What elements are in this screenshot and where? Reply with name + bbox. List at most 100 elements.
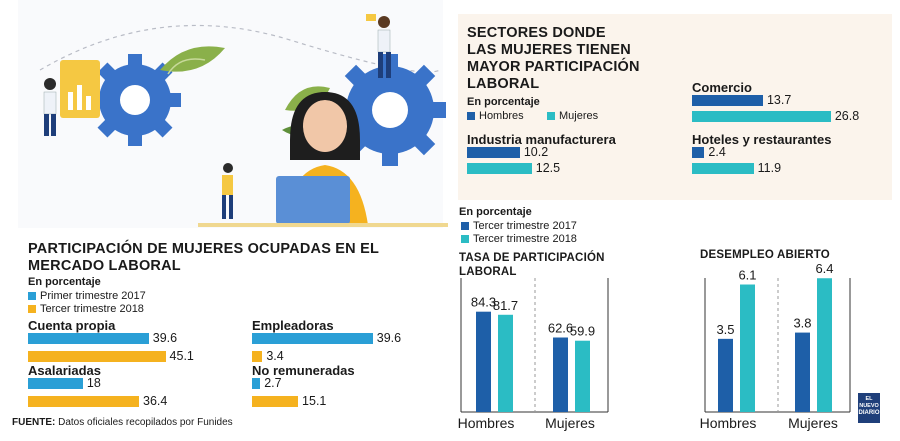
- participation-legend-2017: Primer trimestre 2017: [28, 290, 146, 302]
- unemployment-title: DESEMPLEO ABIERTO: [700, 249, 830, 261]
- bar: [740, 284, 755, 412]
- logo-line: EL NUEVO: [859, 396, 879, 409]
- title-line: MAYOR PARTICIPACIÓN: [467, 59, 640, 75]
- legend-swatch: [547, 112, 555, 120]
- title-line: LABORAL: [459, 266, 517, 278]
- participation-legend-2018: Tercer trimestre 2018: [28, 303, 144, 315]
- value-label: 45.1: [169, 349, 194, 363]
- value-label: 39.6: [376, 331, 402, 345]
- logo-line: DIARIO: [858, 410, 880, 416]
- illustration-graphic: [18, 0, 448, 228]
- category-label: No remuneradas: [252, 363, 355, 378]
- bar: [28, 333, 149, 344]
- labor-rate-title: TASA DE PARTICIPACIÓN LABORAL: [459, 251, 605, 279]
- legend-label: Hombres: [479, 110, 524, 122]
- sectors-legend-mujeres: Mujeres: [547, 110, 598, 122]
- category-label: Hombres: [458, 415, 515, 431]
- mid-legend-2017: Tercer trimestre 2017: [461, 220, 577, 232]
- mid-legend-2018: Tercer trimestre 2018: [461, 233, 577, 245]
- value-label: 6.1: [738, 268, 756, 283]
- category-label: Cuenta propia: [28, 318, 116, 333]
- legend-label: Tercer trimestre 2018: [473, 233, 577, 245]
- bar: [467, 163, 532, 174]
- value-label: 3.8: [793, 316, 811, 331]
- legend-label: Tercer trimestre 2018: [40, 303, 144, 315]
- category-label: Industria manufacturera: [467, 132, 616, 147]
- source-label: FUENTE:: [12, 417, 56, 428]
- bar: [28, 351, 166, 362]
- title-line: LAS MUJERES TIENEN: [467, 42, 631, 58]
- legend-swatch: [28, 305, 36, 313]
- legend-swatch: [467, 112, 475, 120]
- value-label: 3.4: [266, 349, 284, 363]
- value-label: 36.4: [143, 394, 168, 408]
- value-label: 39.6: [152, 331, 178, 345]
- person-icon: [43, 78, 57, 136]
- mid-subtitle: En porcentaje: [459, 206, 532, 218]
- bar: [28, 396, 140, 407]
- value-label: 81.7: [493, 298, 518, 313]
- bar: [692, 111, 831, 122]
- value-label: 84.3: [471, 295, 496, 310]
- sectors-title: SECTORES DONDE LAS MUJERES TIENEN MAYOR …: [467, 25, 667, 93]
- bar: [252, 351, 263, 362]
- value-label: 10.2: [523, 145, 549, 159]
- bar: [692, 147, 705, 158]
- value-label: 26.8: [834, 109, 860, 123]
- legend-label: Mujeres: [559, 110, 599, 122]
- value-label: 6.4: [815, 261, 833, 276]
- illustration: [0, 0, 450, 228]
- legend-swatch: [461, 222, 469, 230]
- bar: [575, 340, 590, 412]
- person-icon: [366, 14, 391, 78]
- category-label: Hoteles y restaurantes: [692, 132, 832, 147]
- bar: [252, 378, 261, 389]
- category-label: Hombres: [700, 415, 757, 431]
- bar: [817, 278, 832, 412]
- bar: [252, 396, 299, 407]
- value-label: 12.5: [535, 161, 561, 175]
- bar: [28, 378, 83, 389]
- category-label: Asalariadas: [28, 363, 101, 378]
- value-label: 3.5: [716, 322, 734, 337]
- bar: [498, 314, 513, 412]
- legend-label: Primer trimestre 2017: [40, 290, 146, 302]
- value-label: 13.7: [766, 93, 792, 107]
- value-label: 2.4: [708, 145, 726, 159]
- value-label: 11.9: [757, 161, 782, 175]
- source-text: Datos oficiales recopilados por Funides: [58, 417, 233, 428]
- bar: [718, 338, 733, 412]
- category-label: Mujeres: [788, 415, 838, 431]
- title-line: TASA DE PARTICIPACIÓN: [459, 252, 605, 264]
- bar: [467, 147, 520, 158]
- category-label: Comercio: [692, 80, 752, 95]
- legend-swatch: [28, 292, 36, 300]
- sectors-legend-hombres: Hombres: [467, 110, 524, 122]
- value-label: 18: [86, 376, 101, 390]
- bar: [692, 163, 754, 174]
- bar: [692, 95, 763, 106]
- source-note: FUENTE: Datos oficiales recopilados por …: [12, 417, 233, 428]
- newspaper-logo: EL NUEVO DIARIO: [858, 393, 880, 423]
- bar: [795, 332, 810, 412]
- bar: [476, 311, 491, 412]
- legend-swatch: [461, 235, 469, 243]
- legend-label: Tercer trimestre 2017: [473, 220, 577, 232]
- value-label: 2.7: [264, 376, 282, 390]
- title-line: PARTICIPACIÓN DE MUJERES OCUPADAS EN EL: [28, 241, 379, 257]
- bar: [252, 333, 373, 344]
- bar: [553, 337, 568, 412]
- value-label: 59.9: [570, 324, 595, 339]
- category-label: Empleadoras: [252, 318, 334, 333]
- category-label: Mujeres: [545, 415, 595, 431]
- participation-title: PARTICIPACIÓN DE MUJERES OCUPADAS EN EL …: [28, 241, 379, 275]
- value-label: 62.6: [548, 321, 573, 336]
- sectors-subtitle: En porcentaje: [467, 96, 540, 108]
- title-line: SECTORES DONDE: [467, 25, 606, 41]
- title-line: MERCADO LABORAL: [28, 258, 181, 274]
- value-label: 15.1: [302, 394, 327, 408]
- participation-subtitle: En porcentaje: [28, 276, 101, 288]
- title-line: LABORAL: [467, 76, 540, 92]
- person-icon: [222, 163, 233, 219]
